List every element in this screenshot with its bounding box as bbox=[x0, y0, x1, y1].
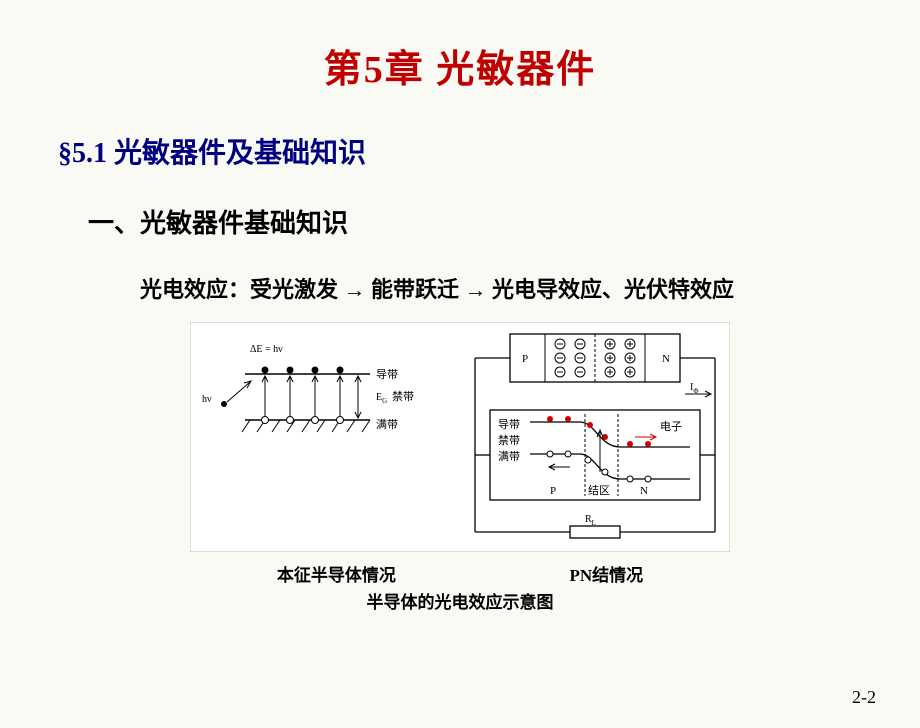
photoelectric-diagram-svg: ΔE = hν 导带 EG 禁带 满带 bbox=[190, 322, 730, 552]
body-text: 光电效应：受光激发 → 能带跃迁 → 光电导效应、光伏特效应 bbox=[140, 272, 920, 304]
svg-text:满带: 满带 bbox=[498, 450, 520, 463]
diagram-figure: ΔE = hν 导带 EG 禁带 满带 bbox=[190, 322, 730, 557]
svg-text:电子: 电子 bbox=[660, 420, 682, 433]
forbidden-band-label: 禁带 bbox=[392, 390, 414, 403]
caption-right: PN结情况 bbox=[569, 561, 643, 586]
page-number: 2-2 bbox=[852, 687, 876, 708]
conduction-band-label: 导带 bbox=[376, 368, 398, 381]
sub-captions: 本征半导体情况 PN结情况 bbox=[190, 561, 730, 586]
svg-text:N: N bbox=[640, 485, 648, 497]
svg-text:结区: 结区 bbox=[588, 484, 610, 497]
caption-left: 本征半导体情况 bbox=[277, 561, 396, 586]
p-region-label: P bbox=[522, 353, 528, 365]
section-heading: §5.1 光敏器件及基础知识 bbox=[58, 131, 920, 171]
hv-label: hν bbox=[202, 394, 212, 405]
svg-text:导带: 导带 bbox=[498, 418, 520, 431]
chapter-title: 第5章 光敏器件 bbox=[0, 38, 920, 93]
svg-text:禁带: 禁带 bbox=[498, 434, 520, 447]
delta-e-label: ΔE = hν bbox=[250, 344, 283, 355]
subsection-heading: 一、光敏器件基础知识 bbox=[88, 203, 920, 240]
svg-text:P: P bbox=[550, 485, 556, 497]
caption-main: 半导体的光电效应示意图 bbox=[0, 588, 920, 613]
n-region-label: N bbox=[662, 353, 670, 365]
valence-band-label: 满带 bbox=[376, 418, 398, 431]
